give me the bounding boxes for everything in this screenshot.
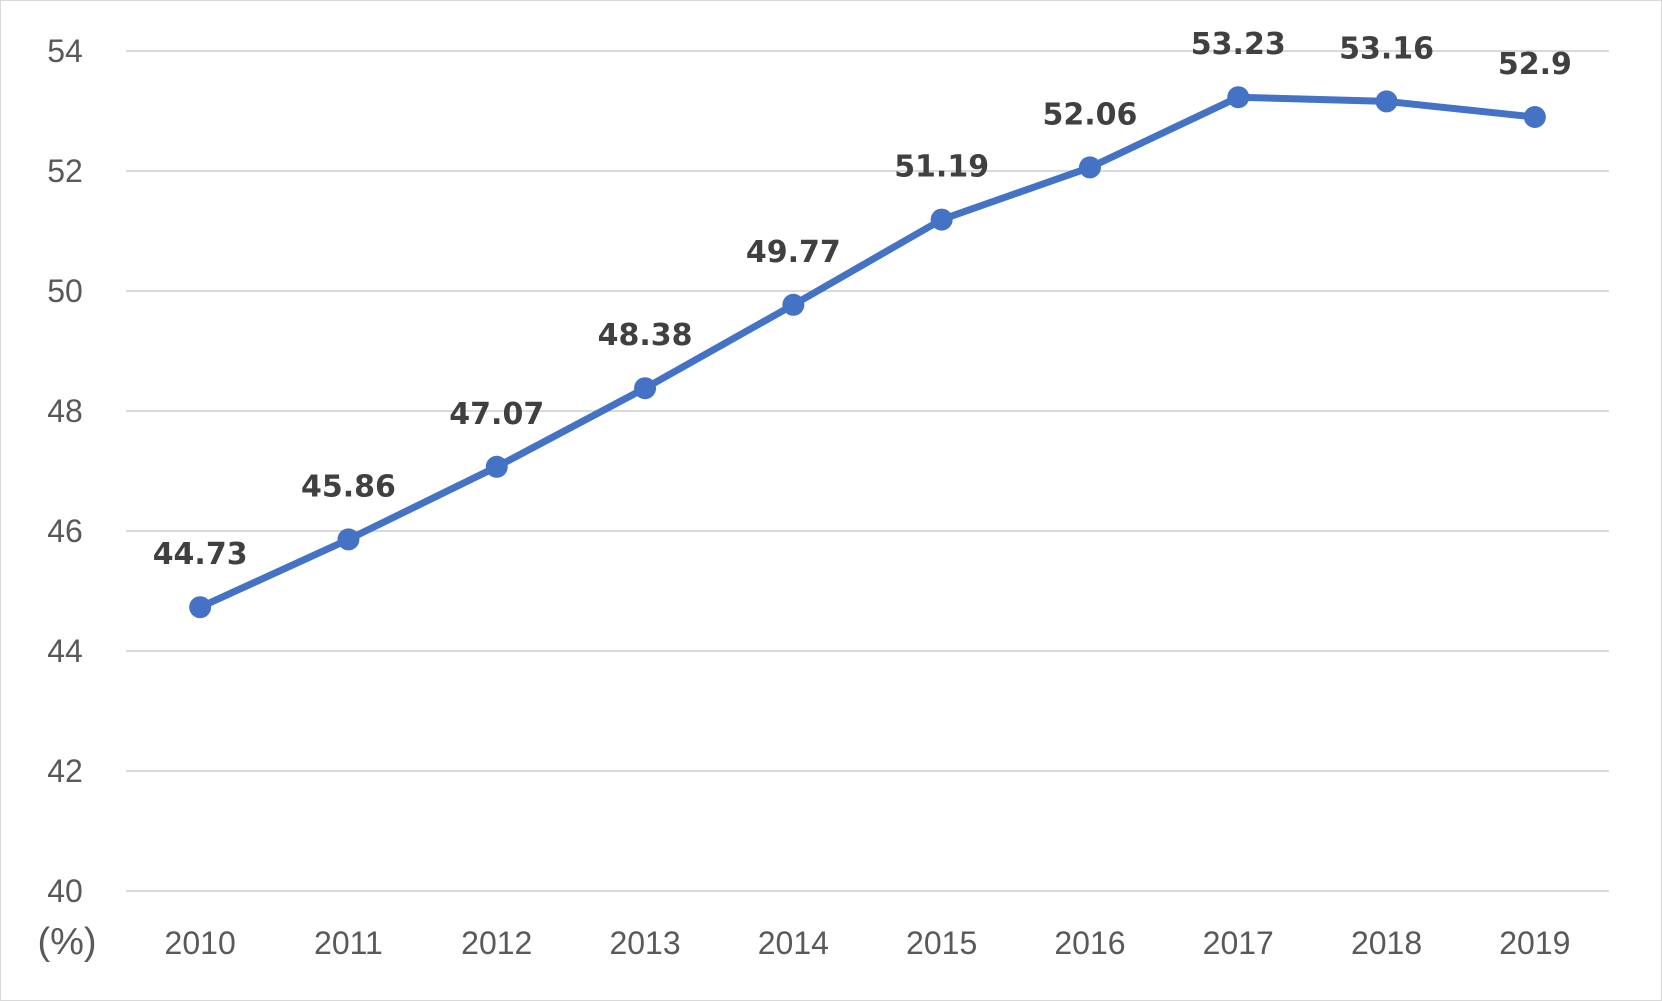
data-point: [337, 528, 360, 551]
data-point: [485, 455, 508, 478]
y-axis-ticks: 40 42 44 46 48 50 52 54: [47, 33, 83, 909]
x-tick-label: 2016: [1054, 925, 1125, 961]
data-label: 47.07: [449, 397, 544, 432]
y-tick-label: 40: [47, 873, 83, 909]
x-tick-label: 2013: [609, 925, 680, 961]
data-point: [1078, 156, 1101, 179]
data-point: [782, 293, 805, 316]
data-label: 48.38: [598, 318, 693, 353]
y-tick-label: 42: [47, 753, 83, 789]
series: [189, 86, 1546, 619]
y-tick-label: 54: [47, 33, 83, 69]
data-point: [634, 377, 657, 400]
x-tick-label: 2015: [906, 925, 977, 961]
x-tick-label: 2018: [1351, 925, 1422, 961]
data-point: [1227, 86, 1250, 109]
x-axis-ticks: 2010 2011 2012 2013 2014 2015 2016 2017 2018 2019: [165, 925, 1571, 961]
data-point: [930, 208, 953, 231]
y-tick-label: 46: [47, 513, 83, 549]
data-label: 49.77: [746, 235, 841, 270]
y-tick-label: 52: [47, 153, 83, 189]
x-tick-label: 2014: [758, 925, 829, 961]
data-label: 52.9: [1498, 47, 1572, 82]
x-tick-label: 2017: [1203, 925, 1274, 961]
x-tick-label: 2010: [165, 925, 236, 961]
data-label: 53.23: [1191, 27, 1286, 62]
x-tick-label: 2011: [314, 925, 383, 961]
data-label: 44.73: [153, 537, 248, 572]
y-tick-label: 48: [47, 393, 83, 429]
data-point: [189, 596, 212, 619]
x-tick-label: 2012: [461, 925, 532, 961]
y-tick-label: 44: [47, 633, 83, 669]
data-label: 53.16: [1339, 31, 1434, 66]
data-label: 45.86: [301, 469, 396, 504]
data-label: 51.19: [894, 150, 989, 185]
x-tick-label: 2019: [1499, 925, 1570, 961]
data-point: [1375, 90, 1398, 113]
series-line: [196, 93, 1539, 611]
data-label: 52.06: [1042, 97, 1137, 132]
y-axis-unit-label: (%): [37, 921, 96, 963]
y-tick-label: 50: [47, 273, 83, 309]
data-point: [1523, 106, 1546, 128]
data-labels: 44.73 45.86 47.07 48.38 49.77 51.19 52.06 53.23…: [153, 27, 1572, 572]
